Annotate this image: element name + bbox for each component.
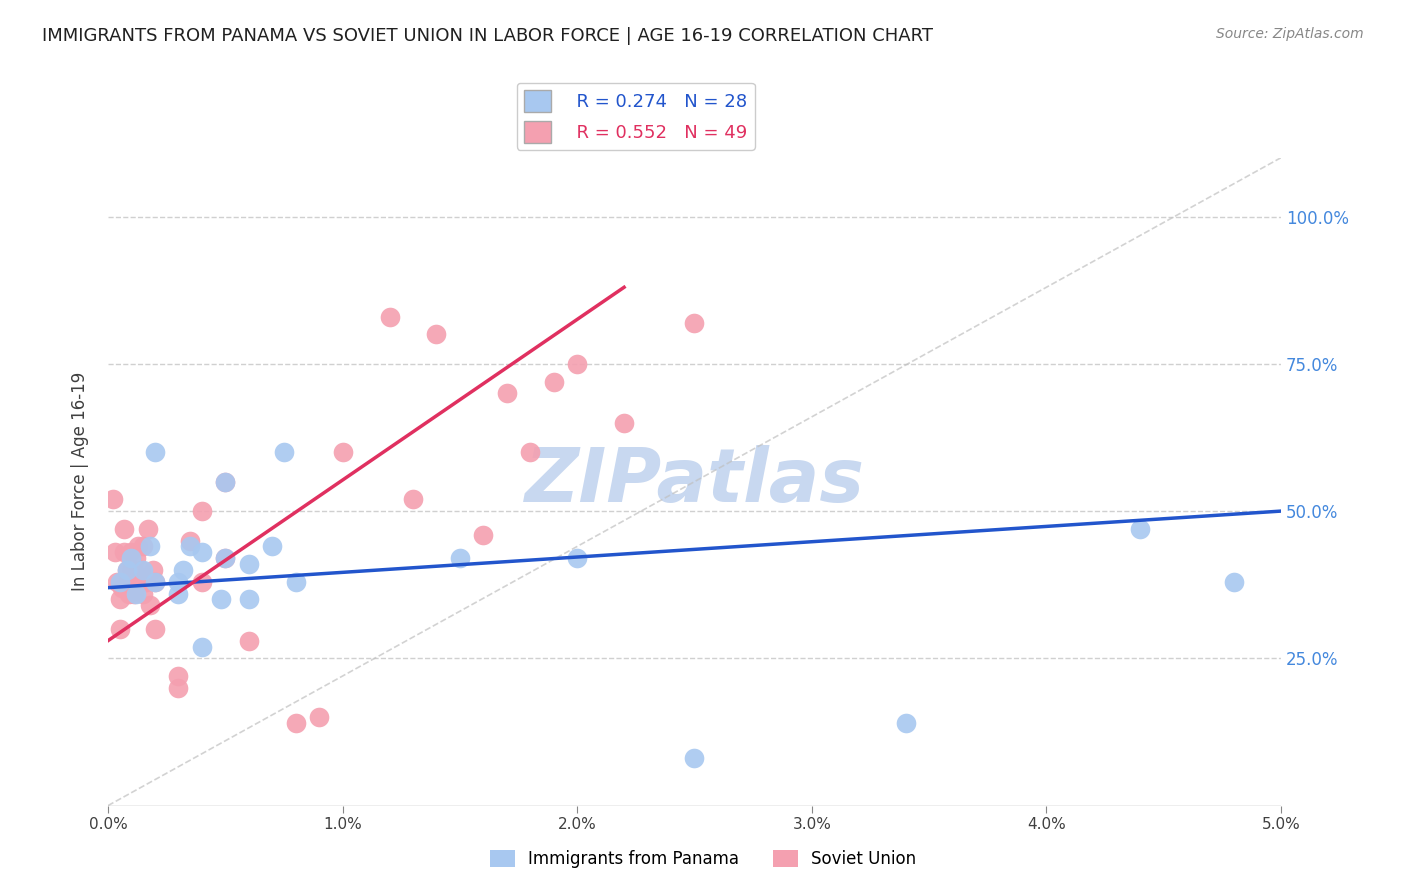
Point (167, 586, 190, 600)
Point (519, 445, 541, 459)
Point (425, 327, 447, 342)
Point (118, 586, 141, 600)
Point (139, 540, 162, 554)
Point (273, 445, 295, 459)
Point (683, 316, 706, 330)
Point (567, 551, 589, 566)
Point (402, 492, 425, 507)
Point (894, 716, 917, 731)
Point (143, 622, 166, 636)
Point (105, 574, 128, 589)
Point (238, 633, 260, 648)
Point (449, 551, 471, 566)
Point (613, 416, 636, 430)
Point (191, 504, 214, 518)
Point (120, 545, 142, 559)
Point (143, 445, 166, 459)
Point (567, 357, 589, 371)
Point (108, 574, 131, 589)
Point (191, 640, 214, 654)
Point (127, 540, 149, 554)
Point (378, 310, 401, 324)
Point (136, 522, 159, 536)
Legend:   R = 0.274   N = 28,   R = 0.552   N = 49: R = 0.274 N = 28, R = 0.552 N = 49 (517, 82, 755, 150)
Point (238, 592, 260, 607)
Legend: Immigrants from Panama, Soviet Union: Immigrants from Panama, Soviet Union (484, 843, 922, 875)
Point (125, 574, 148, 589)
Point (332, 445, 354, 459)
Point (167, 574, 190, 589)
Point (112, 545, 135, 559)
Point (108, 622, 131, 636)
Point (135, 574, 157, 589)
Point (129, 563, 152, 577)
Point (118, 581, 141, 595)
Text: Source: ZipAtlas.com: Source: ZipAtlas.com (1216, 27, 1364, 41)
Point (142, 563, 165, 577)
Point (191, 545, 214, 559)
Point (191, 574, 214, 589)
Point (139, 599, 162, 613)
Point (112, 522, 135, 536)
Point (115, 563, 138, 577)
Point (122, 563, 145, 577)
Text: ZIPatlas: ZIPatlas (524, 445, 865, 518)
Text: IMMIGRANTS FROM PANAMA VS SOVIET UNION IN LABOR FORCE | AGE 16-19 CORRELATION CH: IMMIGRANTS FROM PANAMA VS SOVIET UNION I… (42, 27, 934, 45)
Point (108, 592, 131, 607)
Point (115, 574, 138, 589)
Point (284, 574, 307, 589)
Point (214, 475, 236, 489)
Y-axis label: In Labor Force | Age 16-19: In Labor Force | Age 16-19 (72, 372, 89, 591)
Point (143, 574, 166, 589)
Point (284, 716, 307, 731)
Point (104, 545, 127, 559)
Point (209, 592, 232, 607)
Point (115, 563, 138, 577)
Point (308, 710, 330, 724)
Point (125, 551, 148, 566)
Point (167, 669, 190, 683)
Point (1129, 522, 1152, 536)
Point (683, 751, 706, 765)
Point (125, 586, 148, 600)
Point (214, 551, 236, 566)
Point (143, 574, 166, 589)
Point (1223, 574, 1246, 589)
Point (543, 375, 565, 389)
Point (132, 563, 155, 577)
Point (495, 386, 517, 401)
Point (172, 563, 194, 577)
Point (179, 533, 201, 548)
Point (167, 681, 190, 695)
Point (101, 492, 124, 507)
Point (120, 551, 142, 566)
Point (238, 557, 260, 571)
Point (111, 581, 134, 595)
Point (132, 540, 155, 554)
Point (122, 586, 145, 600)
Point (214, 475, 236, 489)
Point (179, 540, 201, 554)
Point (262, 540, 284, 554)
Point (472, 527, 495, 541)
Point (132, 586, 155, 600)
Point (214, 551, 236, 566)
Point (120, 563, 142, 577)
